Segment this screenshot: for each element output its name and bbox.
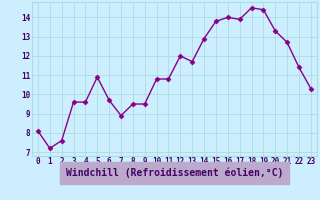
X-axis label: Windchill (Refroidissement éolien,°C): Windchill (Refroidissement éolien,°C) [66, 168, 283, 178]
